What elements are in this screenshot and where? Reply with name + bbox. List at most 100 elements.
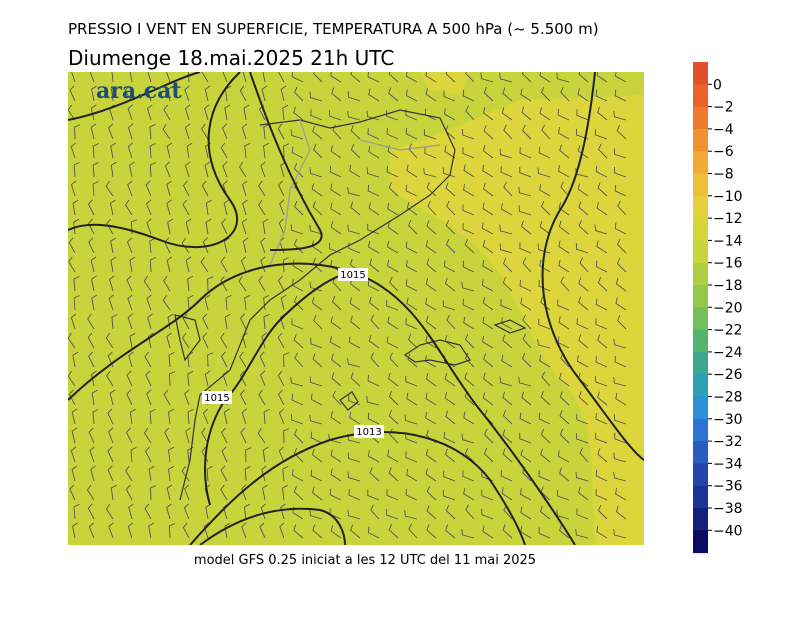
wind-barb [595, 165, 608, 178]
wind-barb [309, 376, 323, 387]
wind-barb [483, 125, 494, 140]
wind-barb [461, 281, 475, 292]
wind-barb [241, 522, 247, 539]
colorbar-band [693, 151, 708, 174]
wind-barb [482, 202, 494, 216]
colorbar-label: −30 [713, 412, 743, 428]
wind-barb [540, 391, 551, 406]
wind-barb [557, 108, 570, 121]
wind-barb [502, 429, 513, 444]
wind-barb [185, 218, 192, 235]
wind-barb [332, 390, 342, 406]
colorbar-band [693, 218, 708, 241]
wind-barb [107, 123, 114, 140]
wind-barb [350, 201, 361, 216]
wind-barb [461, 528, 475, 539]
wind-barb [72, 522, 78, 539]
wind-barb [537, 167, 551, 178]
wind-barb [183, 503, 190, 520]
wind-barb [404, 414, 418, 425]
wind-barb [520, 488, 532, 501]
wind-barb [166, 256, 173, 273]
wind-barb [462, 128, 475, 140]
wind-barb [501, 354, 513, 368]
wind-barb [242, 72, 247, 83]
wind-barb [129, 256, 136, 273]
wind-barb [521, 391, 532, 406]
colorbar-label: −32 [713, 434, 743, 450]
wind-barb [350, 125, 361, 140]
wind-barb [617, 200, 627, 216]
colorbar-label: −4 [713, 122, 734, 138]
wind-barb [540, 429, 551, 444]
wind-barb [240, 427, 247, 444]
wind-barb [519, 432, 532, 444]
wind-barb [578, 391, 589, 406]
wind-barb [386, 508, 399, 520]
wind-barb [182, 199, 190, 216]
wind-barb [462, 298, 475, 311]
colorbar-label: −26 [713, 367, 743, 383]
wind-barb [348, 242, 361, 254]
map: 1015 1015 1013 ara.cat [68, 72, 644, 545]
wind-barb [370, 504, 380, 520]
wind-barb [257, 427, 266, 444]
wind-barb [613, 528, 627, 539]
wind-barb [578, 277, 589, 292]
wind-barb [597, 182, 608, 197]
wind-barb [425, 88, 437, 102]
wind-barb [388, 72, 399, 83]
wind-barb [386, 336, 399, 349]
wind-barb [522, 314, 532, 330]
colorbar-label: −6 [713, 144, 734, 160]
colorbar-label: −8 [713, 167, 734, 183]
wind-barb [521, 220, 532, 235]
wind-barb [88, 218, 95, 235]
wind-barb [347, 224, 361, 235]
wind-barb [462, 204, 475, 216]
wind-barb [89, 72, 95, 83]
wind-barb [90, 370, 97, 387]
wind-barb [260, 161, 266, 178]
wind-barb [291, 72, 304, 83]
wind-barb [282, 104, 289, 121]
wind-barb [311, 296, 323, 311]
wind-barb [312, 353, 323, 368]
wind-barb [88, 351, 95, 368]
wind-barb [263, 142, 270, 159]
wind-barb [166, 142, 173, 159]
wind-barb [68, 256, 76, 273]
wind-barb [502, 410, 513, 425]
wind-barb [127, 180, 133, 197]
wind-barb [350, 372, 361, 387]
wind-barb [388, 390, 399, 406]
wind-barb [368, 202, 380, 216]
wind-barb [405, 432, 418, 444]
wind-barb [387, 449, 399, 463]
wind-barb [615, 297, 627, 311]
wind-barb [576, 413, 589, 425]
wind-barb [406, 72, 418, 83]
wind-barb [388, 524, 399, 539]
wind-barb [596, 72, 608, 83]
wind-barb [278, 446, 285, 463]
wind-barb [145, 446, 152, 463]
wind-barb [462, 147, 475, 159]
wind-barb [91, 294, 98, 311]
wind-barb [280, 161, 286, 178]
wind-barb [539, 72, 551, 83]
wind-barb [125, 427, 133, 444]
wind-barb [166, 484, 173, 501]
wind-barb [328, 110, 342, 121]
wind-barb [90, 465, 96, 482]
wind-barb [539, 220, 551, 235]
wind-barb [521, 352, 532, 368]
wind-barb [614, 89, 627, 102]
wind-barb [482, 240, 494, 254]
wind-barb [331, 295, 342, 311]
wind-barb [294, 200, 304, 216]
wind-barb [184, 104, 191, 121]
wind-barb [423, 129, 437, 140]
wind-barb [445, 448, 456, 463]
wind-barb [260, 256, 266, 273]
